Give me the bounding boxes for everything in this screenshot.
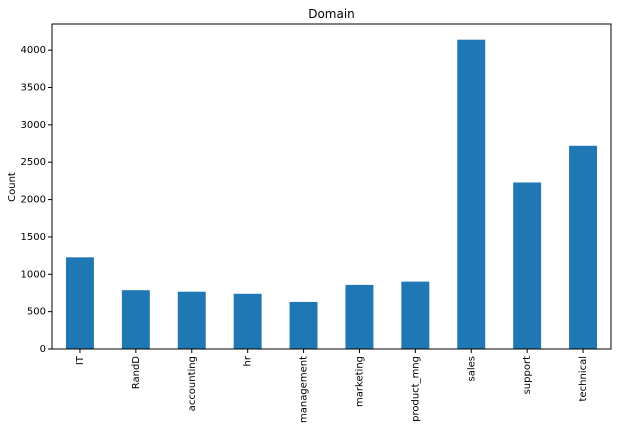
plot-frame xyxy=(51,23,612,350)
x-tick-label: RandD xyxy=(131,356,142,390)
y-tick-label: 2000 xyxy=(21,195,46,206)
y-tick-label: 3500 xyxy=(21,83,46,94)
y-axis-label: Count xyxy=(7,172,18,202)
x-tick-label: support xyxy=(522,356,533,394)
bar-accounting xyxy=(177,291,206,349)
y-tick-label: 1000 xyxy=(21,269,46,280)
y-tick-label: 4000 xyxy=(21,45,46,56)
chart-title: Domain xyxy=(308,7,355,21)
x-tick-label: management xyxy=(299,356,310,423)
x-tick-label: marketing xyxy=(354,356,365,407)
y-tick-label: 2500 xyxy=(21,157,46,168)
x-tick-label: technical xyxy=(578,356,589,401)
bar-product_mng xyxy=(401,281,430,349)
x-tick-label: accounting xyxy=(187,356,198,411)
bar-RandD xyxy=(121,290,150,349)
bar-sales xyxy=(457,39,486,349)
bar-hr xyxy=(233,293,262,349)
x-tick-label: sales xyxy=(466,356,477,381)
y-tick-label: 500 xyxy=(27,307,46,318)
bar-management xyxy=(289,301,318,349)
y-axis: 0 500 1000 1500 2000 2500 3000 3500 4000 xyxy=(21,45,52,355)
y-tick-label: 1500 xyxy=(21,232,46,243)
bar-marketing xyxy=(345,284,374,349)
y-tick-label: 3000 xyxy=(21,120,46,131)
x-tick-label: product_mng xyxy=(410,356,421,422)
x-tick-label: hr xyxy=(243,355,254,366)
y-tick-label: 0 xyxy=(40,344,46,355)
bar-support xyxy=(513,182,542,349)
x-axis: IT RandD accounting hr management marketing pr… xyxy=(75,349,589,423)
bar-technical xyxy=(569,145,598,349)
bars-group xyxy=(65,39,598,349)
bar-IT xyxy=(65,257,94,349)
x-tick-label: IT xyxy=(75,355,86,365)
